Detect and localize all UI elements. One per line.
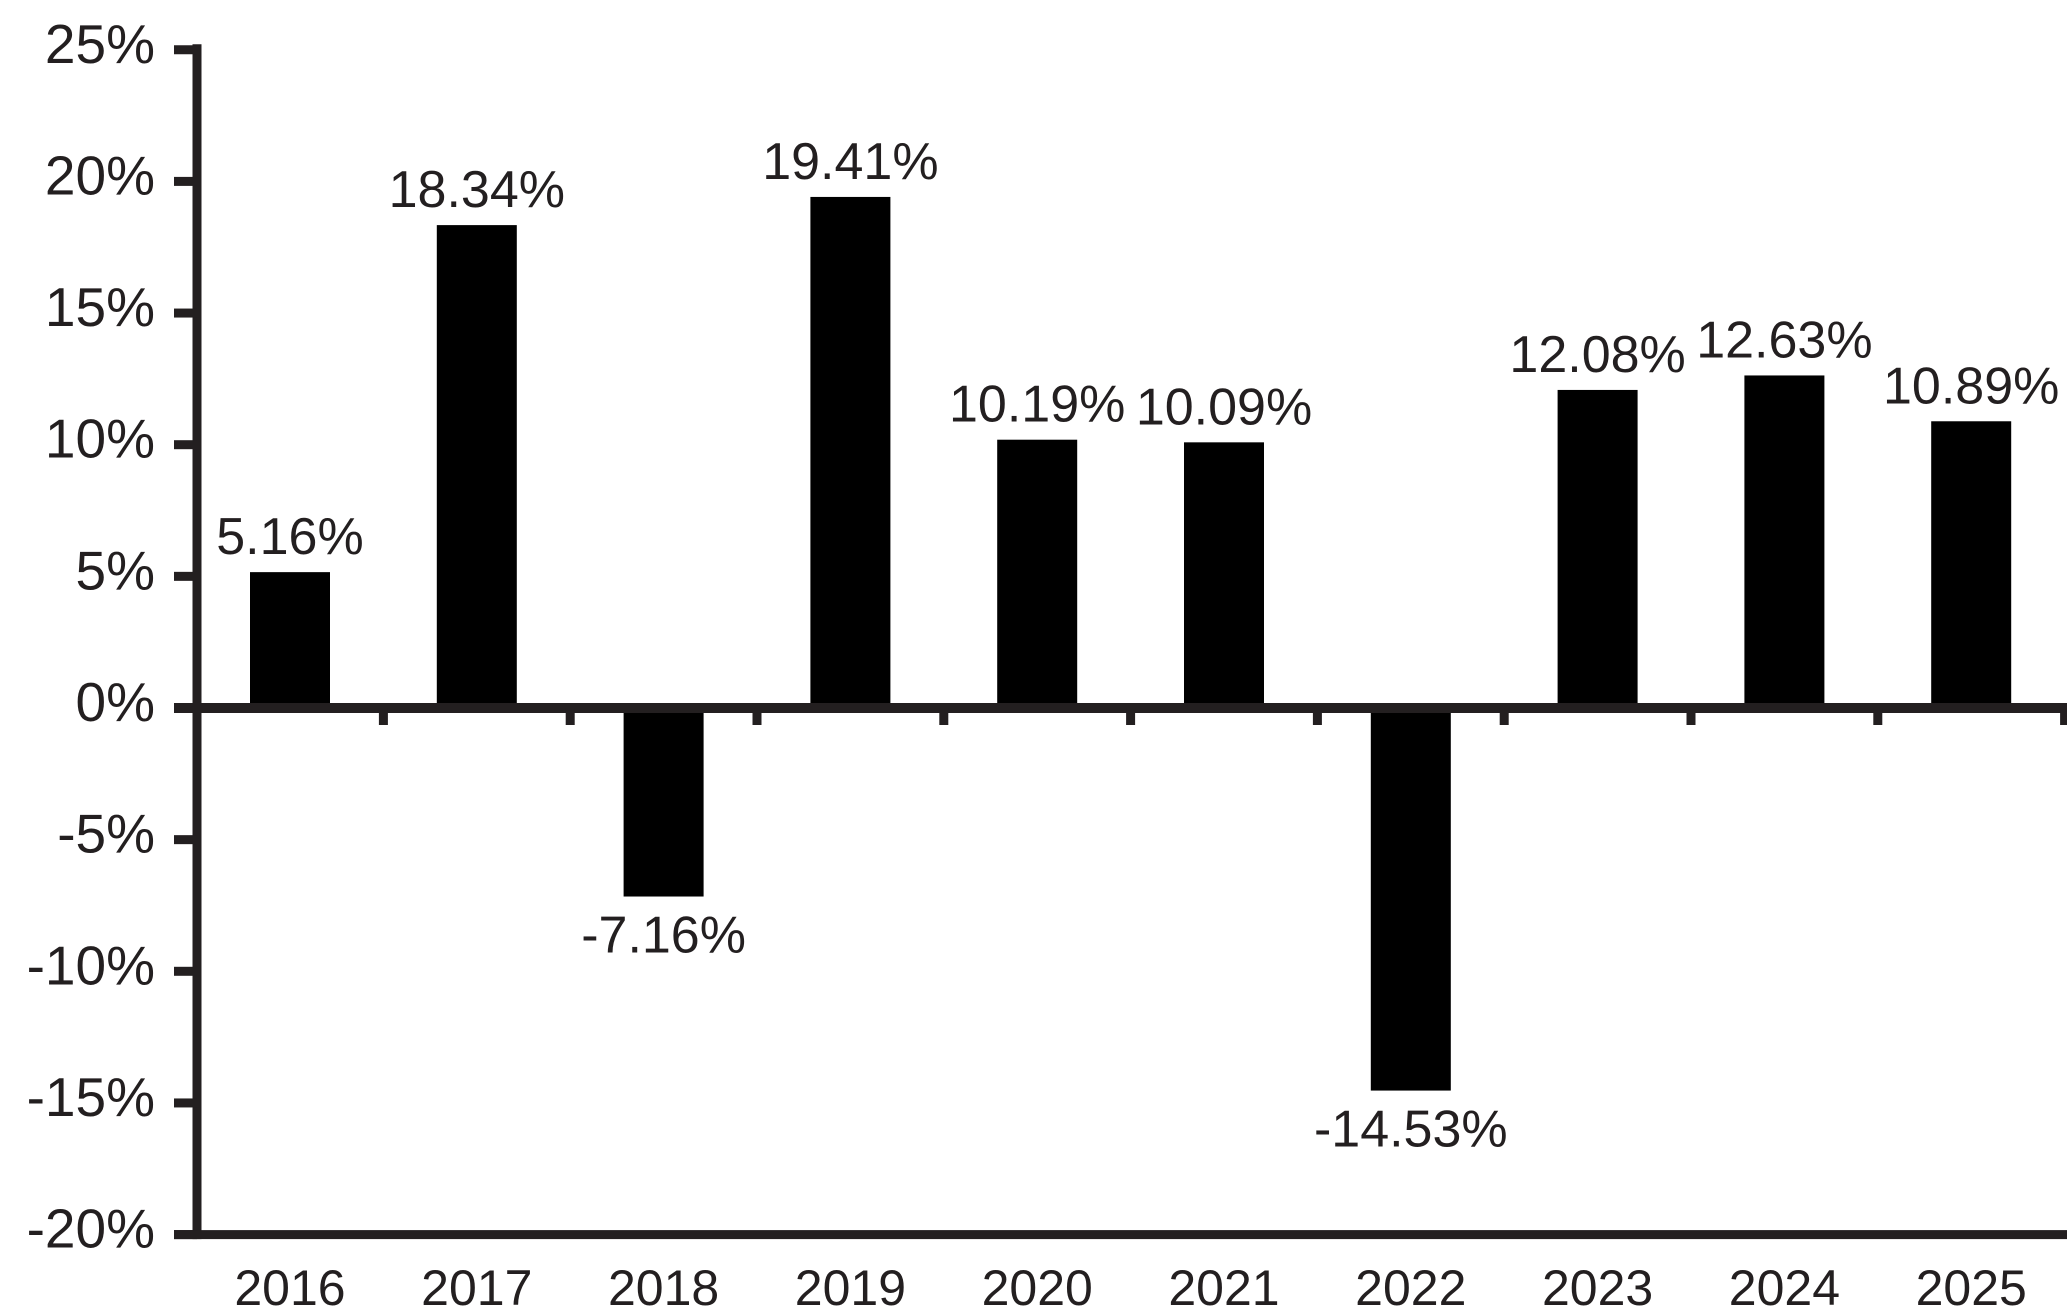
y-tick <box>174 703 197 713</box>
bar-value-label: 10.09% <box>1136 378 1312 436</box>
x-axis-line <box>174 1230 2067 1240</box>
x-tick-label: 2016 <box>234 1260 345 1308</box>
bar-2024 <box>1744 375 1825 708</box>
x-boundary-tick <box>939 708 949 725</box>
bar-2017 <box>436 225 517 709</box>
y-tick-label: 25% <box>45 13 155 75</box>
y-tick-label: 10% <box>45 408 155 470</box>
x-boundary-tick <box>1499 708 1509 725</box>
bar-value-label: 12.08% <box>1509 326 1685 384</box>
bar-value-label: 10.89% <box>1883 357 2059 415</box>
y-tick <box>174 176 197 186</box>
bar-2016 <box>250 572 330 708</box>
bar-2023 <box>1557 389 1638 708</box>
x-boundary-tick <box>1686 708 1696 725</box>
bar-value-label: 10.19% <box>949 376 1125 434</box>
y-tick <box>174 440 197 450</box>
y-tick <box>174 835 197 845</box>
bar-2022 <box>1370 708 1451 1091</box>
x-boundary-tick <box>1126 708 1136 725</box>
bar-value-label: 19.41% <box>762 133 938 191</box>
y-tick <box>174 308 197 318</box>
y-tick-label: -20% <box>27 1198 155 1260</box>
x-boundary-tick <box>1873 708 1883 725</box>
y-tick <box>174 966 197 976</box>
y-tick-label: 5% <box>76 539 156 601</box>
y-tick <box>174 571 197 581</box>
y-tick <box>174 45 197 55</box>
x-tick-label: 2019 <box>795 1260 906 1308</box>
bar-2020 <box>997 439 1078 708</box>
bar-value-label: 12.63% <box>1696 311 1872 369</box>
y-tick <box>174 1230 197 1240</box>
y-tick-label: -5% <box>57 803 155 865</box>
x-tick-label: 2017 <box>421 1260 532 1308</box>
x-tick-label: 2024 <box>1729 1260 1840 1308</box>
y-tick <box>174 1098 197 1108</box>
bar-value-label: 18.34% <box>389 161 565 219</box>
x-tick-label: 2018 <box>608 1260 719 1308</box>
y-tick-label: -10% <box>27 934 155 996</box>
x-tick-label: 2023 <box>1542 1260 1653 1308</box>
x-boundary-tick <box>752 708 762 725</box>
x-boundary-tick <box>565 708 575 725</box>
x-tick-label: 2022 <box>1355 1260 1466 1308</box>
zero-line <box>174 703 2067 713</box>
bar-value-label: 5.16% <box>216 508 363 566</box>
bar-2025 <box>1931 421 2012 708</box>
bar-value-label: -7.16% <box>581 907 746 965</box>
y-tick-label: -15% <box>27 1066 155 1128</box>
bar-value-label: -14.53% <box>1314 1101 1508 1159</box>
y-axis-line <box>192 44 202 1240</box>
bar-2019 <box>810 196 891 708</box>
x-boundary-tick <box>1312 708 1322 725</box>
bar-2018 <box>623 708 704 897</box>
y-tick-label: 0% <box>76 671 156 733</box>
x-boundary-tick <box>378 708 388 725</box>
bar-2021 <box>1184 442 1264 708</box>
y-tick-label: 20% <box>45 144 155 206</box>
x-tick-label: 2025 <box>1916 1260 2027 1308</box>
y-tick-label: 15% <box>45 276 155 338</box>
x-tick-label: 2020 <box>982 1260 1093 1308</box>
x-tick-label: 2021 <box>1168 1260 1279 1308</box>
x-boundary-tick <box>2060 708 2067 725</box>
